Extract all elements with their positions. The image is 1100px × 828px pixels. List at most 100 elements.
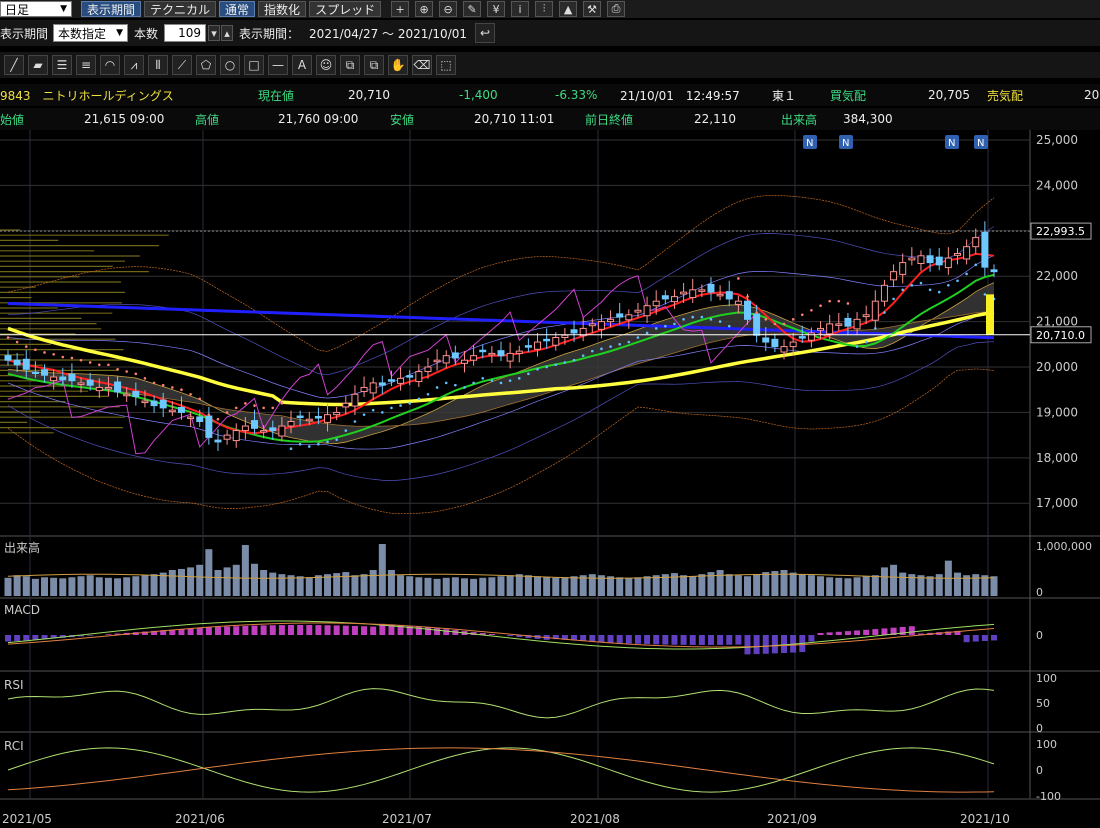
circle-icon[interactable]: ○ — [220, 55, 240, 75]
sar-dot-75 — [691, 315, 695, 319]
timeframe-select[interactable]: 日足 ▼ — [0, 1, 72, 17]
macd-hist-21 — [196, 627, 203, 635]
print-icon[interactable]: ⎙ — [607, 1, 626, 17]
candle-body-53 — [488, 352, 496, 356]
sar-dot-51 — [472, 381, 475, 385]
macd-hist-83 — [762, 635, 769, 654]
count-down-icon[interactable]: ▾ — [208, 25, 221, 41]
volume-bar-65 — [597, 575, 605, 596]
fan2-icon[interactable]: ⟋ — [172, 55, 192, 75]
paste-icon[interactable]: ⧉ — [364, 55, 384, 75]
hlines-icon[interactable]: ☰ — [52, 55, 72, 75]
sar-dot-94 — [864, 340, 868, 344]
pentagon-icon[interactable]: ⬠ — [196, 55, 216, 75]
line-icon[interactable]: ╱ — [4, 55, 24, 75]
volume-bar-51 — [470, 578, 478, 596]
sar-dot-63 — [581, 354, 585, 357]
candle-body-30 — [278, 425, 286, 437]
volume-bar-7 — [68, 577, 76, 596]
volume-title: 出来高 — [4, 540, 40, 555]
chart-icon[interactable]: ▲ — [559, 1, 578, 17]
sar-dot-70 — [645, 331, 649, 335]
candle-body-99 — [908, 257, 916, 261]
rect-icon[interactable]: □ — [244, 55, 264, 75]
macd-hist-67 — [616, 635, 623, 644]
count-input[interactable]: 109 — [164, 24, 207, 42]
mode-select[interactable]: 本数指定 ▼ — [53, 24, 129, 42]
macd-hist-38 — [351, 625, 358, 635]
candle-icon[interactable]: ⫶ — [535, 1, 554, 17]
toolbar-button-4[interactable]: スプレッド — [309, 1, 382, 17]
macd-hist-42 — [388, 624, 395, 635]
news-badge-1: N — [842, 138, 849, 149]
macd-hist-84 — [771, 635, 778, 654]
volume-bar-41 — [378, 544, 386, 596]
sar-dot-7 — [70, 356, 74, 360]
candle-body-64 — [588, 323, 596, 327]
sar-dot-20 — [189, 392, 192, 396]
candle-body-28 — [260, 430, 268, 433]
bollinger-lower-3 — [7, 368, 995, 515]
volume-bar-98 — [899, 572, 907, 596]
text-icon[interactable]: A — [292, 55, 312, 75]
count-up-icon[interactable]: ▴ — [221, 25, 234, 41]
zoom-out-icon[interactable]: ⊖ — [439, 1, 458, 17]
candle-body-27 — [251, 420, 258, 429]
copy-icon[interactable]: ⧉ — [340, 55, 360, 75]
info-icon[interactable]: i — [511, 1, 530, 17]
volume-bar-92 — [844, 578, 852, 596]
yen-icon[interactable]: ¥ — [487, 1, 506, 17]
volume-bar-80 — [734, 575, 742, 596]
sar-dot-66 — [609, 345, 612, 348]
news-badge-3: N — [977, 138, 984, 149]
arc-icon[interactable]: ◠ — [100, 55, 120, 75]
sar-dot-72 — [664, 324, 667, 328]
sar-dot-102 — [937, 290, 941, 294]
sar-dot-99 — [910, 283, 914, 287]
select-icon[interactable]: ⬚ — [436, 55, 456, 75]
candle-body-101 — [926, 255, 934, 264]
refresh-icon[interactable]: ↩ — [475, 23, 496, 43]
sar-dot-31 — [289, 447, 293, 451]
hand-icon[interactable]: ✋ — [388, 55, 408, 75]
stamp-icon[interactable]: ☺ — [316, 55, 336, 75]
hline-icon[interactable]: — — [268, 55, 288, 75]
toolbar-button-1[interactable]: テクニカル — [144, 1, 217, 17]
macd-hist-100 — [917, 633, 924, 635]
sar-dot-36 — [335, 438, 338, 441]
zoom-in-icon[interactable]: ⊕ — [415, 1, 434, 17]
pencil-icon[interactable]: ✎ — [463, 1, 482, 17]
toolbar-button-3[interactable]: 指数化 — [258, 1, 307, 17]
candle-body-3 — [31, 371, 39, 375]
macd-hist-52 — [479, 633, 486, 635]
candle-body-20 — [187, 416, 195, 419]
macd-hist-72 — [662, 635, 669, 645]
macd-hist-30 — [278, 625, 285, 635]
ruler-icon[interactable]: ▰ — [28, 55, 48, 75]
candle-body-11 — [104, 386, 112, 390]
volume-bar-99 — [908, 574, 916, 596]
chart-canvas[interactable]: 25,00024,00023,00022,00021,00020,00019,0… — [0, 130, 1100, 828]
fan-icon[interactable]: ⩘ — [124, 55, 144, 75]
candle-body-23 — [214, 439, 222, 443]
macd-hist-89 — [817, 632, 824, 635]
candle-body-76 — [698, 289, 706, 292]
crosshair-icon[interactable]: + — [391, 1, 410, 17]
sar-dot-29 — [271, 406, 275, 410]
candle-body-1 — [13, 359, 21, 366]
candle-body-40 — [369, 382, 377, 394]
eraser-icon[interactable]: ⌫ — [412, 55, 432, 75]
volume-bar-35 — [324, 574, 332, 596]
sar-dot-69 — [636, 336, 640, 339]
candle-body-78 — [716, 293, 724, 297]
toolbar-button-2[interactable]: 通常 — [219, 1, 256, 17]
high-label: 高値 — [195, 112, 220, 127]
volume-bar-57 — [524, 575, 532, 596]
bollinger-lower-2 — [7, 341, 995, 481]
vlines-icon[interactable]: ⦀ — [148, 55, 168, 75]
hlines2-icon[interactable]: ≡ — [76, 55, 96, 75]
wrench-icon[interactable]: ⚒ — [583, 1, 602, 17]
macd-hist-0 — [5, 635, 11, 642]
toolbar-button-0[interactable]: 表示期間 — [81, 1, 142, 17]
sar-dot-14 — [134, 372, 138, 376]
